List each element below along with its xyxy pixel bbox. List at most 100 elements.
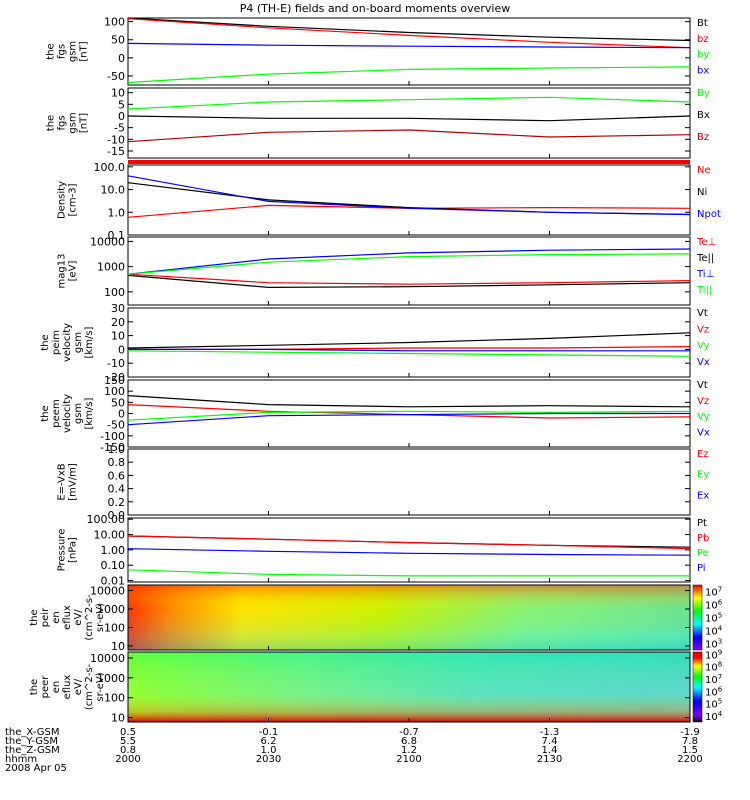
y-axis-label-line: [km/s] (84, 326, 95, 358)
footer-value: -0.1 (259, 727, 279, 738)
y-axis-label-line: mag13 (57, 254, 68, 289)
y-tick-label: 100.0 (94, 161, 126, 174)
y-tick-label: -20 (107, 371, 125, 384)
y-axis-label-line: eV/ (73, 678, 84, 695)
footer-value: 2200 (677, 754, 702, 765)
legend-entry: Pi (697, 563, 706, 574)
footer-row-label: the_Y-GSM (5, 736, 58, 747)
series-line-Vy (127, 350, 691, 357)
colorbar (692, 584, 703, 651)
series-line-Pe (127, 569, 690, 577)
y-axis-label-line: [nT] (79, 113, 90, 133)
y-axis-label-line: en (51, 611, 62, 624)
y-axis-label-line: fgs (57, 115, 68, 130)
footer-value: -1.3 (540, 727, 560, 738)
y-tick-label: 0.2 (108, 496, 126, 509)
y-axis-label-line: [cm-3] (68, 183, 79, 216)
footer-value: 2030 (256, 754, 281, 765)
panel-frame (127, 164, 691, 236)
y-tick-label: 50 (111, 396, 125, 409)
panel-4: 10000 1000 100 mag13 [eV] Te⊥ Te|| Ti⊥ Ti|| (57, 235, 716, 306)
series-line-bx (127, 42, 691, 49)
y-tick-label: 0.01 (101, 575, 126, 588)
y-tick-label: 10 (111, 87, 125, 100)
y-tick-label: 10.0 (101, 184, 126, 197)
y-tick-label: 10 (111, 640, 125, 653)
legend-entry: Ni (697, 187, 707, 198)
colorbar-tick-label: 107 (705, 586, 722, 599)
y-axis-label-line: fgs (57, 44, 68, 59)
footer-row-label: hhmm (5, 754, 37, 765)
y-axis-label-line: (cm^2-s- (84, 663, 95, 710)
legend-entry: Vz (697, 324, 709, 335)
y-tick-label: -50 (107, 419, 125, 432)
legend-entry: Ey (697, 470, 709, 481)
y-axis-label-line: velocity (62, 394, 73, 433)
y-tick-label: 1000 (97, 603, 125, 616)
footer-value: 0.8 (120, 745, 136, 756)
colorbar-tick-label: 104 (705, 710, 723, 723)
y-tick-label: 0.10 (101, 559, 126, 572)
y-axis-label-line: gsm (68, 112, 79, 133)
y-axis-label-line: the (46, 43, 57, 59)
legend-entry: Vt (697, 308, 708, 319)
flag-bar (128, 160, 690, 164)
y-tick-label: 1.0 (108, 206, 126, 219)
plot-title: P4 (TH-E) fields and on-board moments ov… (240, 2, 511, 15)
y-axis-label-line: [mV/m] (68, 463, 79, 501)
y-tick-label: 0.1 (108, 229, 126, 242)
y-axis-label-line: the (46, 115, 57, 131)
y-tick-label: 0 (118, 110, 125, 123)
footer-value: 7.4 (542, 736, 558, 747)
footer-value: 1.0 (261, 745, 277, 756)
y-axis-label-line: E=-VxB (57, 463, 68, 500)
y-tick-label: 100 (104, 692, 125, 705)
legend-entry: bx (697, 65, 709, 76)
y-tick-label: 10 (111, 330, 125, 343)
legend-entry: Bx (697, 110, 710, 121)
y-axis-label-line: en (51, 681, 62, 694)
y-tick-label: 1.00 (101, 544, 126, 557)
footer-value: 1.5 (682, 745, 698, 756)
series-line-Bt (127, 17, 691, 42)
footer-row-label: the_X-GSM (5, 727, 59, 738)
legend-entry: Vy (697, 412, 710, 423)
colorbar-tick-label: 104 (705, 625, 723, 638)
footer-date: 2008 Apr 05 (5, 763, 67, 774)
y-tick-label: -10 (107, 357, 125, 370)
y-axis-label-line: eV/ (73, 609, 84, 626)
legend-entry: bz (697, 34, 709, 45)
y-axis-label-line: Density (57, 181, 68, 219)
y-axis-label-line: (cm^2-s- (84, 594, 95, 641)
legend-entry: Ti⊥ (696, 269, 714, 280)
y-axis-label-line: the (40, 334, 51, 350)
y-axis-label-line: peer (40, 675, 51, 699)
legend-entry: Pe (697, 548, 709, 559)
y-tick-label: 100 (104, 286, 125, 299)
y-axis-label-line: [nPa] (68, 537, 79, 563)
footer-value: 1.2 (401, 745, 417, 756)
footer-value: 2130 (537, 754, 562, 765)
y-tick-label: 10000 (90, 652, 125, 665)
colorbar-tick-label: 108 (705, 661, 722, 674)
colorbar-tick-label: 106 (705, 599, 723, 612)
colorbar-tick-label: 109 (705, 648, 722, 661)
y-tick-label: -50 (107, 70, 125, 83)
series-line-By (127, 96, 691, 110)
y-tick-label: 10000 (90, 585, 125, 598)
panel-7: 1.00.80.60.40.20.0 E=-VxB [mV/m] Ez Ey Ex (57, 443, 710, 522)
y-tick-label: 100.00 (87, 513, 126, 526)
footer-value: -0.7 (399, 727, 419, 738)
y-tick-label: 100 (104, 385, 125, 398)
series-line-Vt (127, 395, 691, 408)
legend-entry: Bt (697, 18, 708, 29)
y-tick-label: -5 (114, 122, 125, 135)
y-tick-label: 50 (111, 34, 125, 47)
y-tick-label: -150 (100, 441, 125, 454)
series-line-Bx (127, 115, 691, 122)
y-tick-label: 100 (104, 621, 125, 634)
